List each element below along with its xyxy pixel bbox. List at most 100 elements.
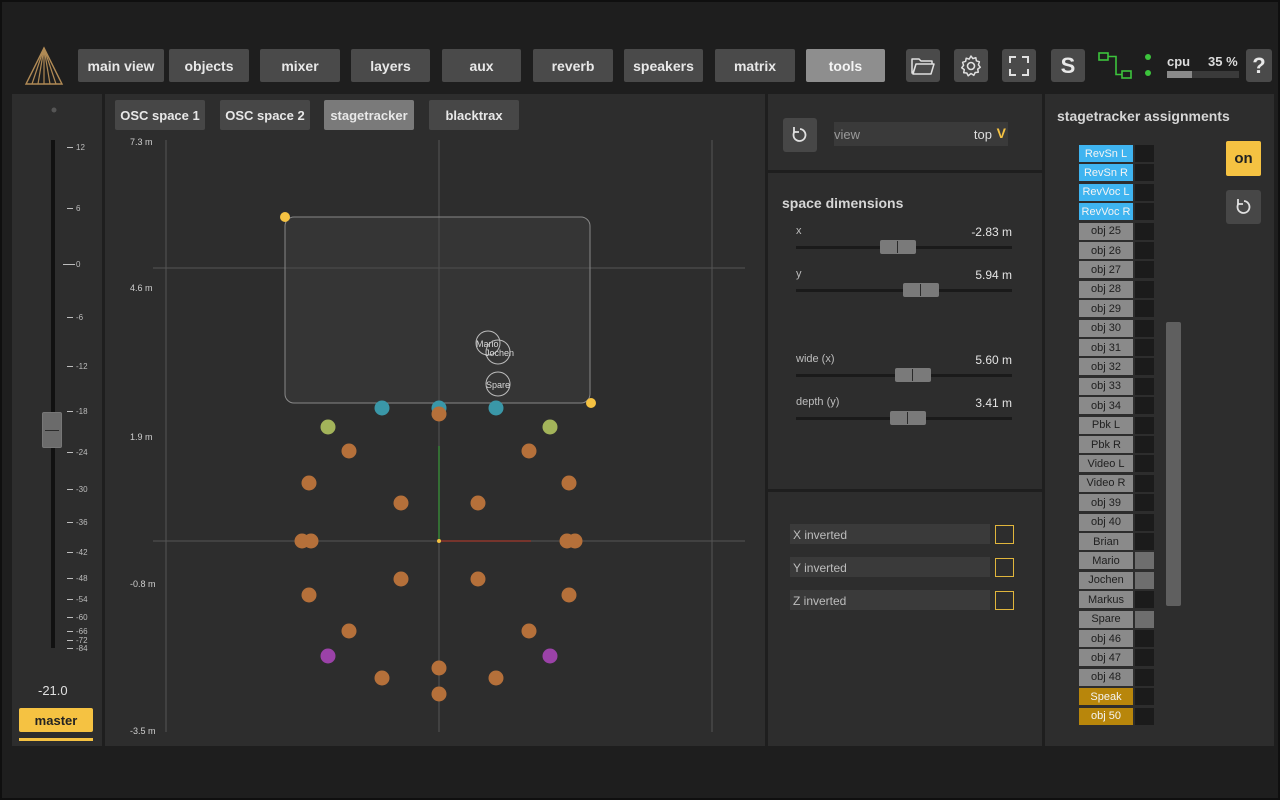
assignment-item[interactable]: Markus [1079,591,1133,609]
assignment-item[interactable]: Speak [1079,688,1133,706]
object-mario[interactable]: Mario [475,330,501,356]
speaker-dot[interactable] [393,495,409,511]
subtab-stagetracker[interactable]: stagetracker [324,100,414,130]
assignment-slot[interactable] [1135,242,1154,259]
help-button[interactable]: ? [1246,49,1272,82]
z-inverted-checkbox[interactable] [995,591,1014,610]
speaker-dot[interactable] [341,443,357,459]
assignment-slot[interactable] [1135,630,1154,647]
assignment-slot[interactable] [1135,552,1154,570]
assignment-item[interactable]: Brian [1079,533,1133,550]
tab-mixer[interactable]: mixer [260,49,340,82]
assignment-item[interactable]: obj 28 [1079,280,1133,298]
speaker-dot[interactable] [374,670,390,686]
tab-main-view[interactable]: main view [78,49,164,82]
x-inverted-checkbox[interactable] [995,525,1014,544]
assignment-slot[interactable] [1135,591,1154,609]
assignment-item[interactable]: Video R [1079,474,1133,492]
assignment-item[interactable]: obj 31 [1079,339,1133,356]
speaker-dot[interactable] [521,623,537,639]
assignment-slot[interactable] [1135,688,1154,706]
assignment-slot[interactable] [1135,494,1154,512]
assignment-slot[interactable] [1135,397,1154,415]
speaker-dot[interactable] [320,648,336,664]
object-jochen[interactable]: Jochen [485,339,514,365]
speaker-dot[interactable] [542,648,558,664]
speaker-dot[interactable] [303,533,319,549]
subtab-blacktrax[interactable]: blacktrax [429,100,519,130]
fader-knob[interactable] [42,412,62,448]
stage-canvas[interactable]: Mario Jochen Spare [105,94,765,746]
assignment-item[interactable]: obj 40 [1079,513,1133,531]
assignment-slot[interactable] [1135,358,1154,376]
open-folder-button[interactable] [906,49,940,82]
assignment-item[interactable]: Video L [1079,455,1133,473]
speaker-dot[interactable] [431,660,447,676]
assignment-item[interactable]: obj 46 [1079,630,1133,647]
assignment-item[interactable]: obj 26 [1079,242,1133,259]
assignment-item[interactable]: obj 47 [1079,649,1133,667]
speaker-dot[interactable] [561,475,577,491]
assignment-slot[interactable] [1135,455,1154,473]
speaker-dot[interactable] [341,623,357,639]
assignment-item[interactable]: Pbk R [1079,436,1133,453]
assignment-item[interactable]: Spare [1079,610,1133,628]
assignment-item[interactable]: obj 30 [1079,319,1133,337]
subtab-osc-space-2[interactable]: OSC space 2 [220,100,310,130]
assignment-slot[interactable] [1135,416,1154,434]
assignment-slot[interactable] [1135,436,1154,453]
assignment-slot[interactable] [1135,649,1154,667]
y-inverted-checkbox[interactable] [995,558,1014,577]
assignment-item[interactable]: obj 48 [1079,668,1133,686]
assignment-item[interactable]: Pbk L [1079,416,1133,434]
view-select[interactable]: view top V [834,122,1008,146]
speaker-dot[interactable] [374,400,390,416]
assignment-item[interactable]: obj 32 [1079,358,1133,376]
settings-button[interactable] [954,49,988,82]
param-slider-knob[interactable] [894,368,931,382]
tab-reverb[interactable]: reverb [533,49,613,82]
tab-layers[interactable]: layers [351,49,430,82]
assignment-slot[interactable] [1135,183,1154,201]
speaker-dot[interactable] [488,670,504,686]
assignment-slot[interactable] [1135,145,1154,162]
s-button[interactable]: S [1051,49,1085,82]
object-spare[interactable]: Spare [485,371,511,397]
assignment-slot[interactable] [1135,513,1154,531]
assignment-slot[interactable] [1135,280,1154,298]
tab-speakers[interactable]: speakers [624,49,703,82]
assignment-slot[interactable] [1135,261,1154,279]
speaker-dot[interactable] [301,475,317,491]
master-button[interactable]: master [19,708,93,732]
speaker-dot[interactable] [567,533,583,549]
tab-aux[interactable]: aux [442,49,521,82]
param-slider-knob[interactable] [879,240,916,254]
assignment-slot[interactable] [1135,203,1154,221]
speaker-dot[interactable] [470,495,486,511]
param-slider-depth-y[interactable] [796,411,1012,425]
speaker-dot[interactable] [431,406,447,422]
view-reset-button[interactable] [783,118,817,152]
assignment-slot[interactable] [1135,533,1154,550]
assignment-slot[interactable] [1135,339,1154,356]
assignments-scrollbar[interactable] [1166,322,1181,606]
speaker-dot[interactable] [561,587,577,603]
speaker-dot[interactable] [393,571,409,587]
assignment-slot[interactable] [1135,610,1154,628]
assignment-slot[interactable] [1135,164,1154,182]
tab-tools[interactable]: tools [806,49,885,82]
param-slider-y[interactable] [796,283,1012,297]
assignment-item[interactable]: obj 50 [1079,707,1133,725]
assignment-item[interactable]: obj 27 [1079,261,1133,279]
assignment-slot[interactable] [1135,571,1154,589]
assignments-reset-button[interactable] [1226,190,1261,224]
assignment-slot[interactable] [1135,319,1154,337]
assignment-slot[interactable] [1135,222,1154,240]
assignment-item[interactable]: obj 25 [1079,222,1133,240]
speaker-dot[interactable] [470,571,486,587]
param-slider-wide-x[interactable] [796,368,1012,382]
speaker-dot[interactable] [301,587,317,603]
assignment-slot[interactable] [1135,300,1154,318]
speaker-dot[interactable] [488,400,504,416]
tab-matrix[interactable]: matrix [715,49,795,82]
